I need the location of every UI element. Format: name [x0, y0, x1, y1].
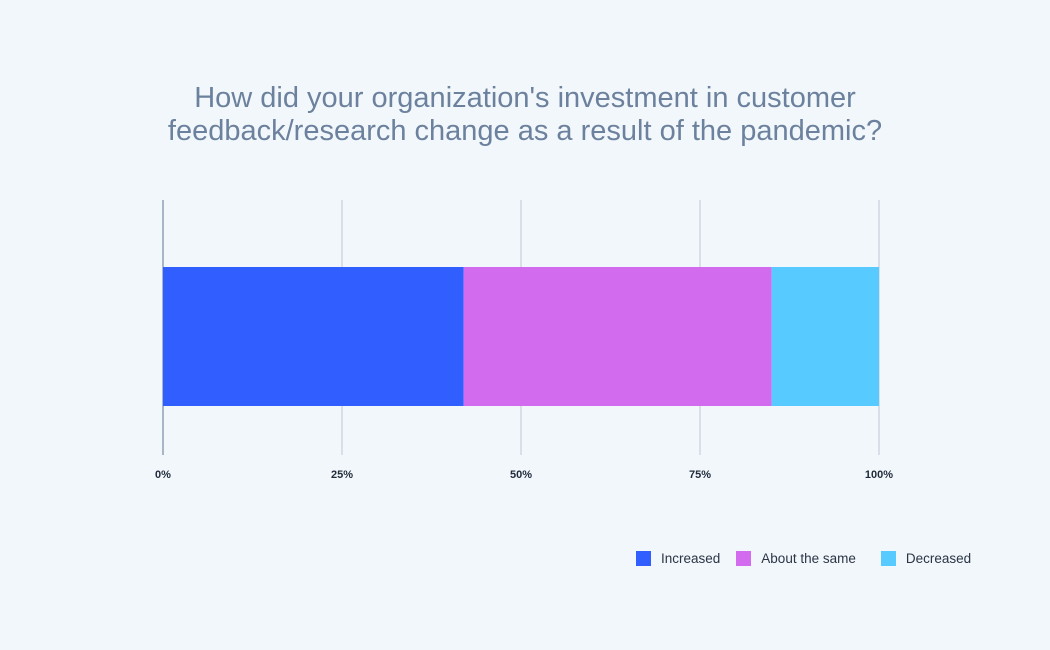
legend-swatch — [880, 550, 896, 566]
bar-segment-about-the-same — [463, 267, 772, 406]
bar-segment-increased — [163, 267, 464, 406]
legend-swatch — [736, 550, 752, 566]
x-tick-label: 75% — [689, 469, 711, 481]
x-tick-label: 50% — [510, 469, 532, 481]
legend-label: Increased — [661, 550, 721, 566]
chart-legend: Increased About the same Decreased — [636, 548, 971, 568]
chart-title-line-2: feedback/research change as a result of … — [167, 115, 883, 147]
bar-segment-decreased — [771, 267, 879, 406]
legend-swatch — [636, 550, 651, 566]
x-tick-label: 25% — [331, 469, 353, 481]
x-tick-label: 100% — [865, 469, 893, 481]
legend-label: Decreased — [905, 550, 972, 566]
legend-item-about-the-same: About the same — [736, 550, 856, 566]
x-tick-label: 0% — [155, 469, 171, 481]
chart-title: How did your organization's investment i… — [0, 82, 1050, 148]
legend-item-increased: Increased — [636, 550, 721, 566]
legend-label: About the same — [761, 550, 856, 566]
chart-title-line-1: How did your organization's investment i… — [194, 82, 856, 114]
legend-item-decreased: Decreased — [880, 550, 972, 566]
